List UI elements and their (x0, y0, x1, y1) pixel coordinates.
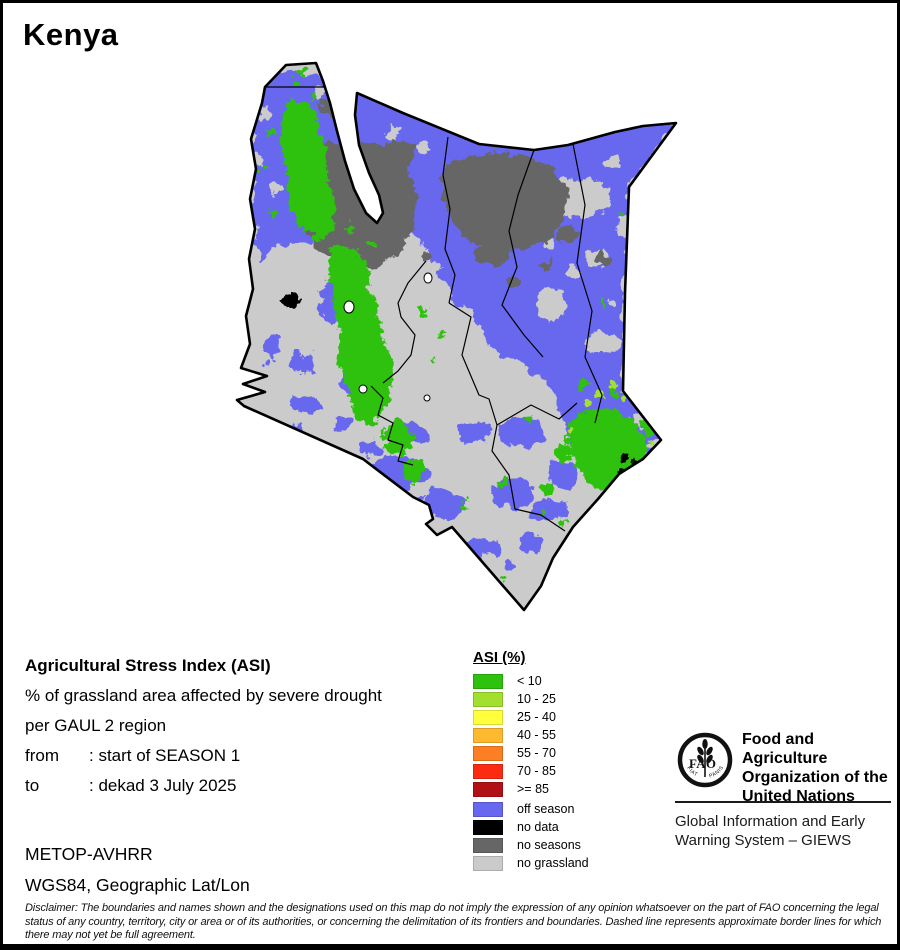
legend-label-70-85: 70 - 85 (517, 764, 556, 778)
legend-label-no-data: no data (517, 820, 559, 834)
fao-name-line1: Food and Agriculture (742, 731, 828, 767)
legend-label-lt10: < 10 (517, 674, 542, 688)
fao-logo: FAO FIAT PANIS (677, 732, 733, 788)
info-from-value: : start of SEASON 1 (89, 746, 241, 765)
legend-row: 40 - 55 (473, 726, 556, 744)
info-from-label: from (25, 746, 59, 765)
map-inland-lakes (343, 272, 433, 402)
legend-row: no seasons (473, 836, 589, 854)
legend-row: 70 - 85 (473, 762, 556, 780)
legend-swatch-ge85 (473, 781, 503, 797)
info-heading: Agricultural Stress Index (ASI) (25, 656, 271, 675)
legend-row: no grassland (473, 854, 589, 872)
kenya-map: FAO FIAT PANIS (235, 61, 733, 788)
projection-name: WGS84, Geographic Lat/Lon (25, 875, 250, 895)
legend-swatch-lt10 (473, 673, 503, 689)
page-title: Kenya (23, 17, 119, 52)
legend-row: no data (473, 818, 589, 836)
disclaimer-text: Disclaimer: The boundaries and names sho… (25, 902, 882, 942)
info-from-line: from : start of SEASON 1 (25, 741, 382, 771)
legend: ASI (%) < 10 10 - 25 25 - 40 40 - 55 55 … (473, 649, 556, 798)
info-to-label: to (25, 776, 40, 795)
legend-extra: off season no data no seasons no grassla… (473, 800, 589, 872)
legend-label-no-seasons: no seasons (517, 838, 581, 852)
giews-name: Global Information and Early Warning Sys… (675, 812, 865, 850)
legend-title: ASI (%) (473, 649, 526, 666)
legend-row: 10 - 25 (473, 690, 556, 708)
map-info-block: Agricultural Stress Index (ASI) % of gra… (25, 651, 382, 801)
fao-name-line2: Organization of the (742, 769, 888, 786)
sensor-name: METOP-AVHRR (25, 844, 153, 864)
legend-swatch-no-grassland (473, 855, 503, 871)
info-description-line2: per GAUL 2 region (25, 716, 167, 735)
legend-swatch-no-seasons (473, 837, 503, 853)
fao-name-line3: United Nations (742, 788, 855, 805)
sensor-block: METOP-AVHRR WGS84, Geographic Lat/Lon (25, 839, 250, 901)
legend-label-25-40: 25 - 40 (517, 710, 556, 724)
legend-label-ge85: >= 85 (517, 782, 549, 796)
region-borders (262, 86, 603, 532)
legend-label-10-25: 10 - 25 (517, 692, 556, 706)
legend-swatch-25-40 (473, 709, 503, 725)
legend-swatch-10-25 (473, 691, 503, 707)
legend-swatch-55-70 (473, 745, 503, 761)
legend-label-40-55: 40 - 55 (517, 728, 556, 742)
legend-row: < 10 (473, 672, 556, 690)
info-description-line1: % of grassland area affected by severe d… (25, 686, 382, 705)
fao-divider (675, 801, 891, 803)
legend-swatch-40-55 (473, 727, 503, 743)
info-to-value: : dekad 3 July 2025 (89, 776, 237, 795)
info-to-line: to : dekad 3 July 2025 (25, 771, 382, 801)
legend-row: 55 - 70 (473, 744, 556, 762)
fao-logo-text: FAO (689, 756, 722, 771)
legend-swatch-off-season (473, 801, 503, 817)
giews-line1: Global Information and Early (675, 813, 866, 830)
legend-row: >= 85 (473, 780, 556, 798)
legend-label-no-grassland: no grassland (517, 856, 589, 870)
legend-row: off season (473, 800, 589, 818)
legend-row: 25 - 40 (473, 708, 556, 726)
legend-swatch-70-85 (473, 763, 503, 779)
wheat-icon (697, 739, 713, 777)
legend-label-off-season: off season (517, 802, 575, 816)
country-border (235, 61, 678, 612)
legend-label-55-70: 55 - 70 (517, 746, 556, 760)
giews-line2: Warning System – GIEWS (675, 832, 852, 849)
legend-swatch-no-data (473, 819, 503, 835)
fao-name: Food and Agriculture Organization of the… (742, 730, 897, 806)
